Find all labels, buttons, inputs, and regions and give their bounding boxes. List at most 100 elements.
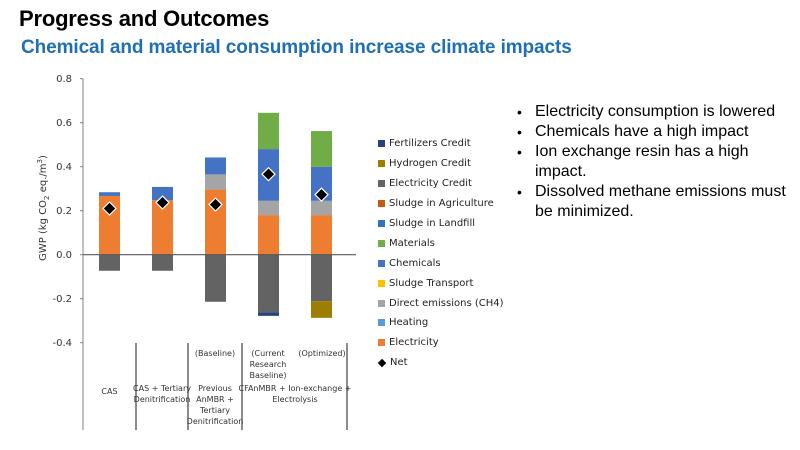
category-label: CAS [101, 387, 117, 396]
bullet-list: Electricity consumption is loweredChemic… [515, 102, 795, 222]
bar-segment-electricity-credit [99, 254, 120, 271]
legend-swatch [378, 319, 385, 327]
bullet-item: Ion exchange resin has a high impact. [515, 142, 795, 182]
y-tick-label: -0.4 [52, 338, 72, 349]
category-labels: CAS CAS + Tertiary Denitrification Previous… [101, 343, 352, 430]
bar-segment-direct-emissions-ch4 [205, 174, 226, 190]
legend-swatch [378, 279, 385, 287]
bullet-item: Dissolved methane emissions must be mini… [515, 182, 795, 222]
legend-swatch [378, 140, 385, 148]
category-label: AnMBR + [196, 395, 234, 404]
category-label: Denitrification [134, 395, 191, 404]
legend-item: Chemicals [378, 253, 504, 273]
bar-segment-chemicals [311, 166, 332, 201]
legend-label: Heating [389, 317, 429, 329]
slide-subtitle: Chemical and material consumption increa… [21, 37, 572, 58]
bar-segment-chemicals [152, 186, 173, 201]
category-label: Denitrification [187, 417, 244, 426]
legend-swatch [378, 339, 385, 347]
legend-item: Direct emissions (CH4) [378, 293, 504, 313]
legend-swatch [378, 200, 385, 208]
ylabel-post: ) [38, 155, 49, 159]
y-tick-label: 0.6 [56, 118, 72, 129]
bar-segment-materials [311, 131, 332, 167]
legend-label: Sludge Transport [389, 277, 474, 289]
ylabel-mid: eq./m [38, 164, 49, 196]
scenario-label: Research [250, 360, 287, 369]
bar-segment-materials [258, 112, 279, 150]
scenario-label: Baseline) [249, 371, 286, 380]
bullet-item: Electricity consumption is lowered [515, 102, 795, 122]
scenario-label: (Optimized) [298, 349, 345, 358]
legend-label: Direct emissions (CH4) [389, 297, 504, 309]
slide-title: Progress and Outcomes [19, 6, 270, 31]
bar-segment-fertilizers-credit [258, 312, 279, 316]
scenario-label: (Baseline) [195, 349, 235, 358]
bar-segment-electricity-credit [258, 254, 279, 313]
net-marker [314, 187, 329, 202]
legend-item: Hydrogen Credit [378, 154, 504, 174]
net-marker [261, 166, 276, 182]
ylabel-pre: GWP (kg CO [38, 200, 49, 261]
legend-item: Electricity Credit [378, 174, 504, 194]
legend-swatch [378, 220, 385, 227]
legend-swatch [378, 160, 385, 168]
chart-net-markers [102, 166, 329, 216]
bar-segment-electricity [99, 195, 120, 255]
legend-item: Sludge in Landfill [378, 214, 504, 234]
y-tick-label: 0.2 [56, 206, 72, 217]
net-marker [208, 197, 223, 212]
legend-item: Sludge Transport [378, 273, 504, 293]
bar-segment-hydrogen-credit [311, 301, 332, 318]
chart-legend: Fertilizers Credit Hydrogen Credit Electri… [377, 134, 504, 373]
legend-label: Chemicals [389, 257, 441, 269]
category-label: CAS + Tertiary [133, 384, 191, 393]
legend-swatch [378, 180, 385, 188]
category-label: Tertiary [199, 406, 230, 415]
y-axis-label: GWP (kg CO2 eq./m3) [36, 155, 51, 261]
legend-label: Electricity [389, 337, 439, 349]
bullet-item: Chemicals have a high impact [515, 122, 795, 142]
category-label: CFAnMBR + Ion-exchange + [238, 384, 351, 393]
y-tick-label: 0.0 [56, 250, 72, 261]
legend-item: Heating [378, 313, 504, 333]
bar-segment-electricity-credit [311, 254, 332, 302]
legend-label: Electricity Credit [389, 178, 472, 190]
category-label: Previous [198, 384, 232, 393]
net-marker [155, 195, 170, 210]
y-tick-label: 0.8 [56, 74, 72, 85]
bar-segment-electricity [311, 215, 332, 255]
legend-label: Hydrogen Credit [389, 158, 471, 170]
legend-item: Sludge in Agriculture [378, 194, 504, 214]
bar-segment-electricity-credit [152, 254, 173, 271]
legend-label: Materials [389, 237, 435, 249]
ylabel-sup: 3 [36, 159, 44, 163]
legend-swatch [378, 259, 385, 267]
scenario-label: (Current [251, 349, 284, 358]
legend-label: Sludge in Landfill [389, 218, 476, 229]
bar-segment-chemicals [99, 192, 120, 196]
legend-label: Sludge in Agriculture [389, 198, 494, 210]
legend-label: Fertilizers Credit [389, 138, 471, 150]
legend-swatch [378, 299, 385, 307]
legend-item: Materials [378, 233, 504, 253]
legend-swatch [378, 239, 385, 247]
net-marker [102, 201, 117, 216]
category-label: Electrolysis [272, 395, 317, 404]
y-tick-label: -0.2 [52, 294, 72, 305]
bar-segment-electricity [258, 215, 279, 255]
legend-item-net: Net [377, 353, 504, 373]
ylabel-sub: 2 [43, 195, 51, 199]
chart-bars [83, 112, 356, 318]
y-tick-label: 0.4 [56, 162, 72, 173]
legend-item: Electricity [378, 333, 504, 353]
chart-axes: 0.8 0.6 0.4 0.2 0.0 -0.2 -0.4 [52, 74, 84, 430]
bar-segment-electricity-credit [205, 254, 226, 302]
legend-label: Net [390, 357, 408, 369]
bar-segment-direct-emissions-ch4 [311, 200, 332, 216]
legend-item: Fertilizers Credit [378, 134, 504, 154]
bar-segment-chemicals [205, 157, 226, 175]
bar-segment-direct-emissions-ch4 [258, 200, 279, 216]
bar-segment-electricity [152, 200, 173, 255]
